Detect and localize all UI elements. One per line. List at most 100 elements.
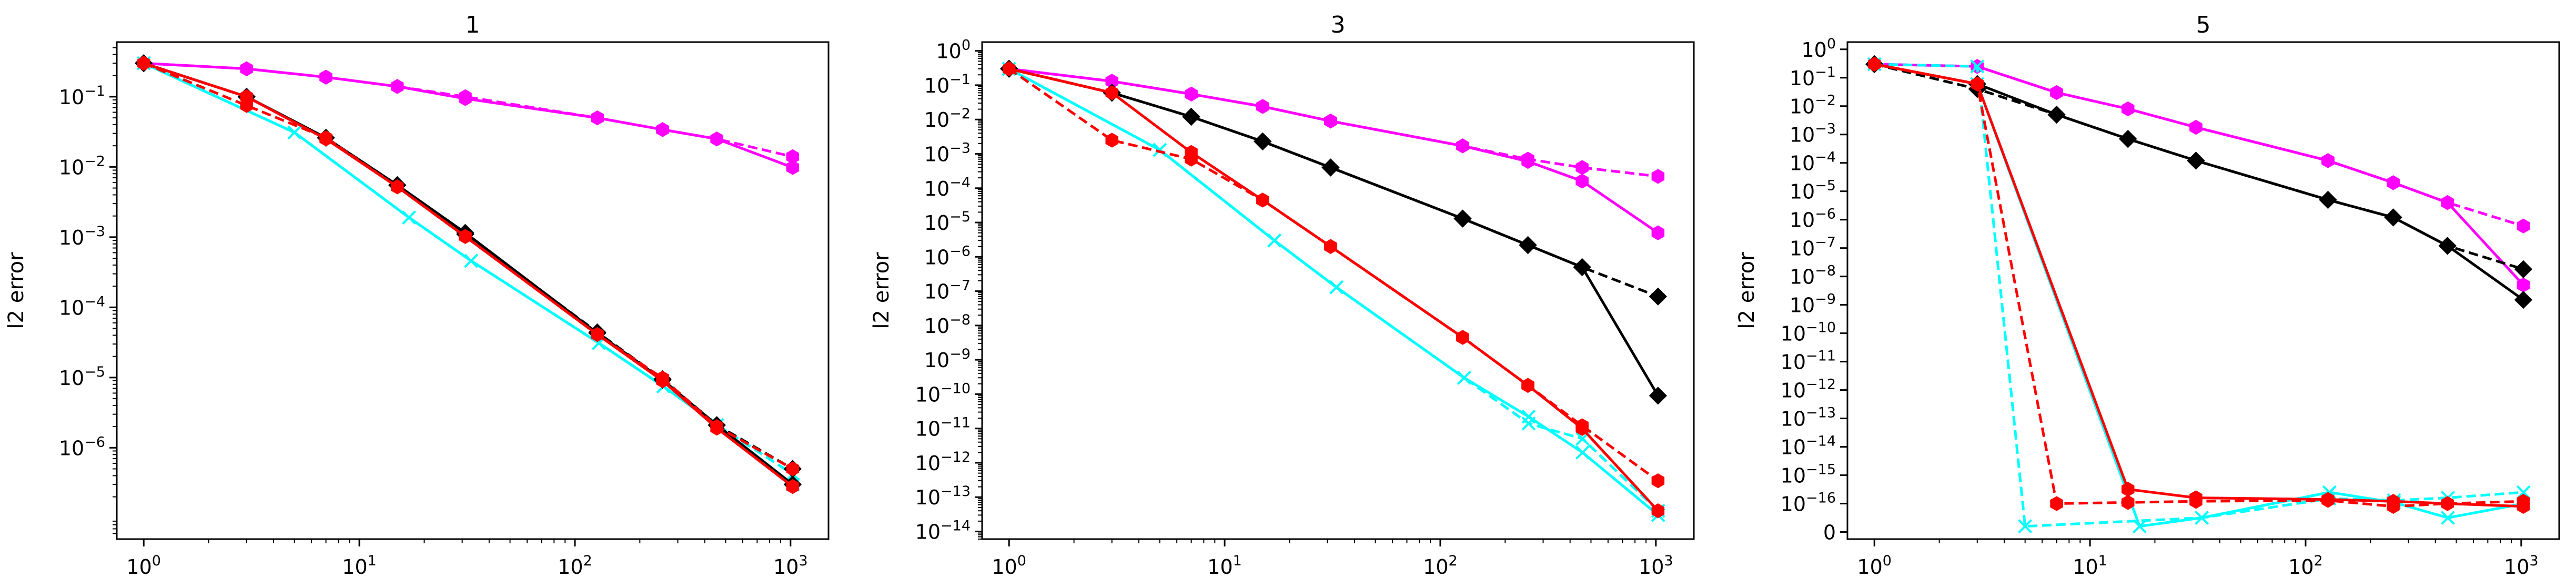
data-point: [402, 210, 416, 225]
chart-title: 5: [2196, 12, 2211, 38]
x-tick-label: 102: [1423, 553, 1458, 579]
data-point: [1521, 154, 1534, 169]
data-point: [1185, 145, 1198, 160]
data-point: [1649, 287, 1667, 306]
x-tick-label: 101: [2073, 553, 2107, 579]
data-point: [1651, 169, 1665, 184]
series-3: [136, 56, 800, 492]
data-point: [2189, 119, 2203, 135]
series-line: [1874, 63, 2524, 528]
data-point: [1324, 239, 1337, 254]
data-point: [1575, 160, 1589, 175]
data-point: [1575, 445, 1590, 460]
y-axis-label: l2 error: [4, 252, 28, 329]
y-tick-label: 10−12: [915, 449, 971, 475]
y-tick-label: 10−9: [1790, 291, 1836, 317]
data-point: [1456, 330, 1469, 345]
y-tick-label: 10−5: [924, 209, 971, 235]
series-5: [1865, 55, 2532, 309]
data-point: [1457, 370, 1471, 385]
data-point: [786, 479, 800, 494]
data-point: [2438, 237, 2457, 255]
data-point: [1521, 409, 1536, 424]
data-point: [1321, 158, 1340, 177]
data-point: [2319, 190, 2337, 209]
data-point: [2047, 105, 2066, 124]
data-point: [1651, 225, 1665, 240]
data-point: [2387, 494, 2400, 509]
data-point: [786, 461, 800, 477]
data-point: [2514, 291, 2532, 309]
y-tick-label: 0: [1823, 521, 1836, 544]
y-tick-label: 10−12: [1781, 377, 1836, 402]
data-point: [391, 179, 404, 195]
data-point: [2321, 492, 2335, 507]
y-tick-label: 10−11: [915, 415, 971, 441]
data-point: [1003, 61, 1016, 76]
data-point: [656, 122, 669, 137]
data-point: [2195, 511, 2209, 525]
data-point: [710, 420, 723, 436]
y-tick-label: 10−8: [1790, 263, 1836, 289]
series-0: [137, 56, 800, 165]
y-tick-label: 10−1: [1790, 64, 1836, 90]
data-point: [137, 56, 150, 71]
axes-frame: [981, 41, 1695, 540]
data-point: [1575, 174, 1589, 189]
x-tick-label: 101: [342, 553, 377, 579]
data-point: [287, 125, 302, 140]
series-line: [144, 62, 793, 169]
series-line: [1874, 63, 2524, 286]
data-point: [1521, 378, 1534, 393]
y-tick-label: 10−16: [1781, 490, 1836, 516]
data-point: [2441, 496, 2454, 511]
y-axis-label: l2 error: [870, 252, 894, 329]
data-point: [1456, 138, 1469, 154]
data-point: [1868, 56, 1881, 72]
data-point: [710, 131, 723, 147]
series-1: [137, 56, 800, 175]
data-point: [1324, 114, 1337, 129]
data-point: [1153, 143, 1167, 157]
data-point: [1185, 86, 1198, 102]
data-point: [1256, 99, 1269, 114]
series-line: [143, 62, 794, 488]
data-point: [1573, 258, 1591, 277]
y-axis-label: l2 error: [1735, 252, 1759, 329]
y-tick-label: 10−3: [59, 224, 105, 249]
data-point: [2517, 499, 2530, 514]
data-point: [459, 91, 472, 106]
y-tick-label: 10−4: [924, 175, 971, 200]
data-point: [2119, 129, 2137, 148]
y-tick-label: 10−6: [924, 243, 971, 269]
series-5: [135, 54, 802, 494]
series-2: [136, 56, 800, 482]
chart-panel-1: 1 l2 error 100 101 102 103 10−6 10−5 10−4 10−3 10−…: [4, 12, 830, 579]
data-point: [1256, 192, 1269, 208]
y-tick-label: 10−1: [59, 83, 105, 109]
data-point: [1182, 107, 1200, 126]
y-tick-label: 10−3: [1790, 121, 1836, 147]
data-point: [2384, 208, 2402, 227]
chart-title: 1: [466, 12, 480, 38]
y-tick-label: 10−7: [924, 278, 971, 303]
data-point: [2187, 151, 2205, 170]
y-tick-label: 10−1: [924, 72, 971, 97]
data-point: [1105, 133, 1118, 148]
data-point: [1651, 473, 1665, 489]
axes-frame: [116, 41, 830, 540]
y-tick-label: 10−11: [1781, 348, 1836, 374]
data-point: [2514, 260, 2532, 278]
y-tick-label: 10−10: [915, 380, 971, 406]
data-point: [2321, 153, 2335, 168]
series-line: [143, 62, 794, 486]
data-point: [656, 373, 669, 389]
data-point: [2122, 101, 2135, 117]
data-point: [2050, 496, 2063, 511]
data-point: [2122, 495, 2135, 510]
data-point: [464, 254, 479, 268]
data-point: [786, 160, 800, 175]
data-point: [2441, 195, 2454, 210]
y-tick-label: 10−4: [59, 293, 105, 319]
data-point: [319, 69, 332, 85]
